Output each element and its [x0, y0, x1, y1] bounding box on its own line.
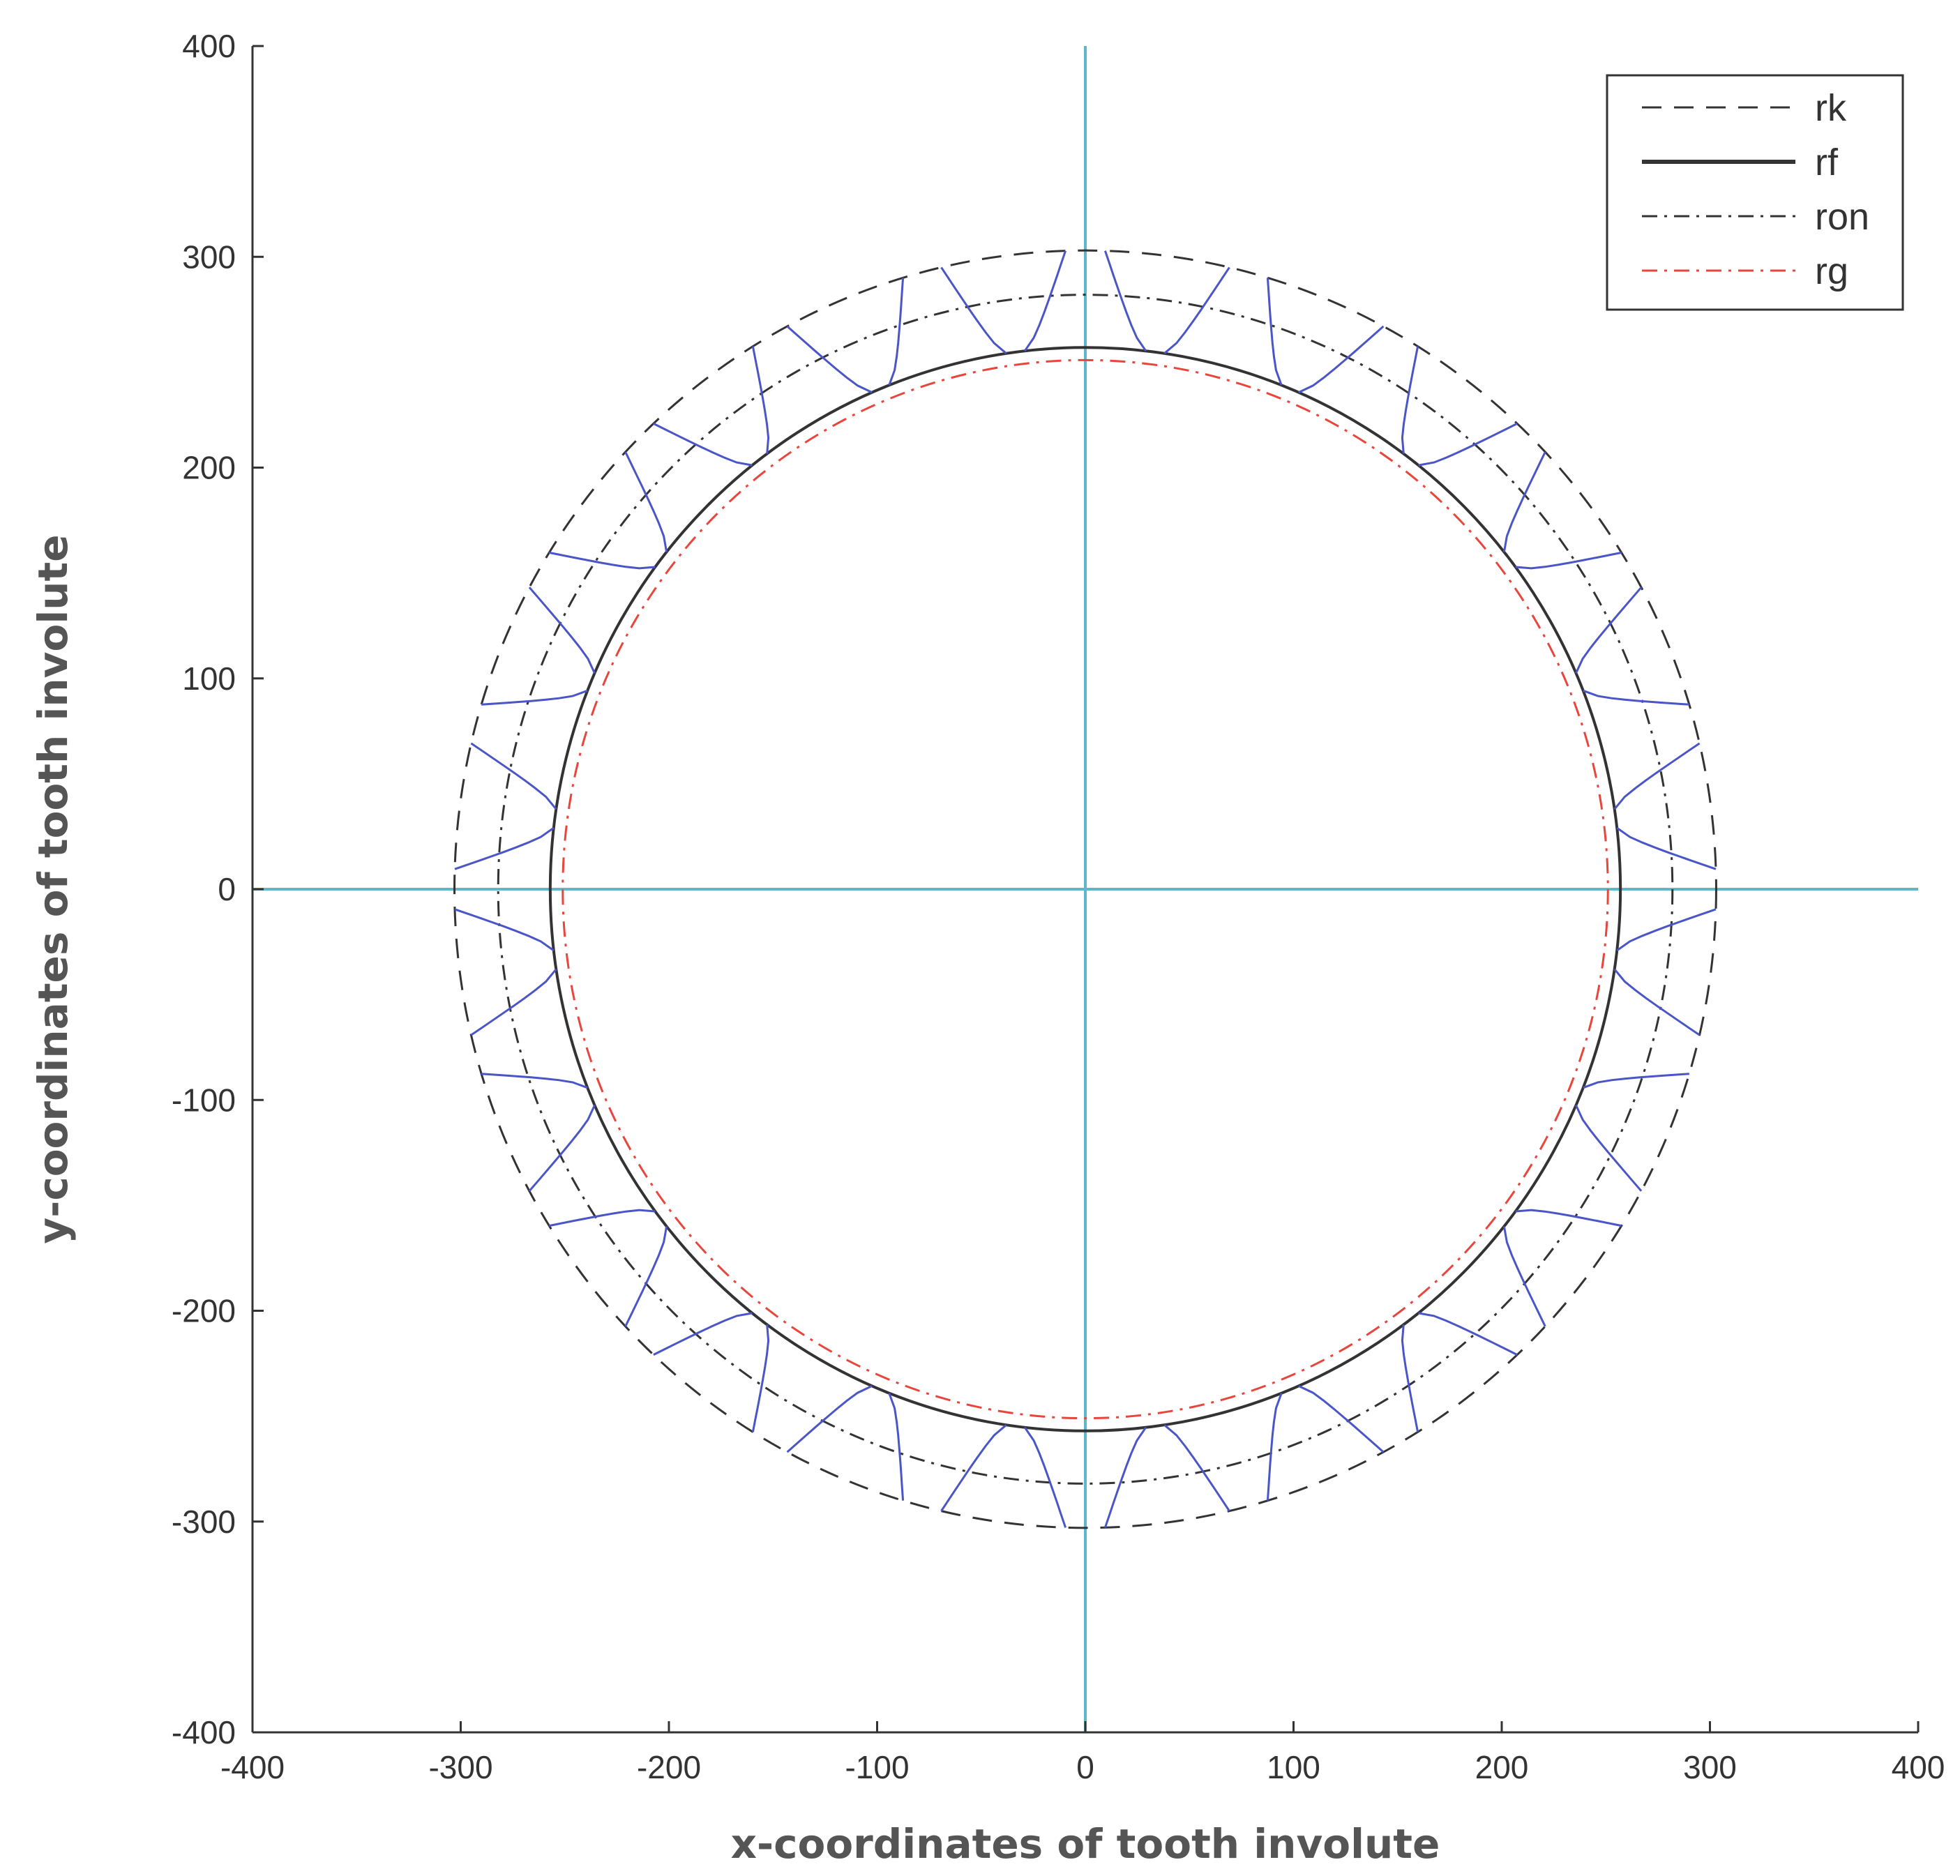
tooth-flank	[653, 423, 753, 467]
legend-label-rg: rg	[1815, 250, 1848, 292]
plot-area	[252, 46, 1918, 1732]
tooth-flank	[470, 742, 557, 810]
tooth-flank	[454, 826, 555, 870]
legend-box	[1606, 74, 1904, 311]
tooth-flank	[1163, 1424, 1230, 1512]
tooth-flank	[1401, 1324, 1419, 1432]
y-tick-label: 100	[182, 660, 236, 697]
tooth-flank	[1298, 325, 1385, 393]
tooth-flank	[1583, 689, 1690, 706]
tooth-flank	[1418, 423, 1518, 467]
tooth-flank	[888, 278, 905, 386]
tooth-flank	[1575, 587, 1643, 674]
y-tick-label: -400	[172, 1714, 236, 1750]
legend-label-ron: ron	[1815, 196, 1869, 238]
x-tick-label: -100	[845, 1749, 909, 1785]
tooth-flank	[624, 1226, 668, 1327]
x-tick-label: 300	[1683, 1749, 1737, 1785]
tooth-flank	[470, 968, 557, 1036]
tooth-flank	[528, 587, 596, 674]
tooth-flank	[1163, 266, 1230, 354]
x-tick-label: -300	[428, 1749, 492, 1785]
x-tick-label: 400	[1892, 1749, 1945, 1785]
tooth-flank	[940, 266, 1007, 354]
x-tick-label: -200	[637, 1749, 701, 1785]
x-tick-label: -400	[220, 1749, 285, 1785]
y-axis-title: y-coordinates of tooth involute	[29, 534, 77, 1243]
y-tick-label: 300	[182, 239, 236, 275]
y-tick-label: 0	[218, 871, 236, 907]
x-tick-label: 200	[1475, 1749, 1529, 1785]
tooth-flank	[549, 1209, 656, 1227]
tooth-flank	[1103, 1426, 1147, 1528]
x-axis-title: x-coordinates of tooth involute	[731, 1820, 1440, 1868]
tooth-flank	[1616, 908, 1717, 952]
axes	[251, 45, 1920, 1734]
tooth-flank	[1103, 250, 1147, 352]
x-tick-label: 100	[1267, 1749, 1320, 1785]
tooth-flank	[786, 1385, 873, 1453]
tooth-flank	[1616, 826, 1717, 870]
tooth-flank	[888, 1393, 905, 1501]
tooth-flank	[1502, 1226, 1546, 1327]
tooth-flank	[1023, 250, 1067, 352]
legend-label-rf: rf	[1815, 142, 1839, 183]
tooth-flank	[624, 451, 668, 552]
tooth-flank	[1575, 1105, 1643, 1192]
tooth-flank	[1023, 1426, 1067, 1528]
tooth-flank	[481, 689, 588, 706]
tooth-flank	[1266, 278, 1283, 386]
y-tick-label: -100	[172, 1082, 236, 1118]
tooth-flank	[786, 325, 873, 393]
tooth-flank	[549, 551, 656, 570]
tooth-flank	[1266, 1393, 1283, 1501]
tooth-flank	[1298, 1385, 1385, 1453]
y-tick-label: -300	[172, 1504, 236, 1540]
tooth-flank	[1418, 1312, 1518, 1356]
tooth-flank	[653, 1312, 753, 1356]
circle-ron	[497, 294, 1674, 1485]
x-tick-label: 0	[1076, 1749, 1094, 1785]
circle-rg	[561, 358, 1609, 1420]
circle-rk	[453, 249, 1717, 1529]
circle-rf	[548, 346, 1622, 1432]
y-tick-label: 400	[182, 28, 236, 64]
tooth-flank	[1613, 742, 1701, 810]
y-tick-label: -200	[172, 1293, 236, 1329]
legend-label-rk: rk	[1815, 87, 1847, 129]
tooth-flank	[751, 346, 770, 454]
y-tick-label: 200	[182, 450, 236, 486]
tooth-flank	[528, 1105, 596, 1192]
tick-labels: -400 -300 -200 -100 0 100 200 300 400 -400 -300 -20…	[172, 28, 1945, 1785]
tooth-flank	[1583, 1073, 1690, 1089]
legend: rk rf ron rg	[1606, 74, 1904, 311]
tooth-flank	[1515, 1209, 1622, 1227]
tooth-flank	[1613, 968, 1701, 1036]
tooth-flank	[1515, 551, 1622, 570]
tooth-flank	[481, 1073, 588, 1089]
tooth-flank	[1502, 451, 1546, 552]
tooth-flank	[751, 1324, 770, 1432]
tooth-flank	[1401, 346, 1419, 454]
tooth-flank	[454, 908, 555, 952]
tooth-flank	[940, 1424, 1007, 1512]
